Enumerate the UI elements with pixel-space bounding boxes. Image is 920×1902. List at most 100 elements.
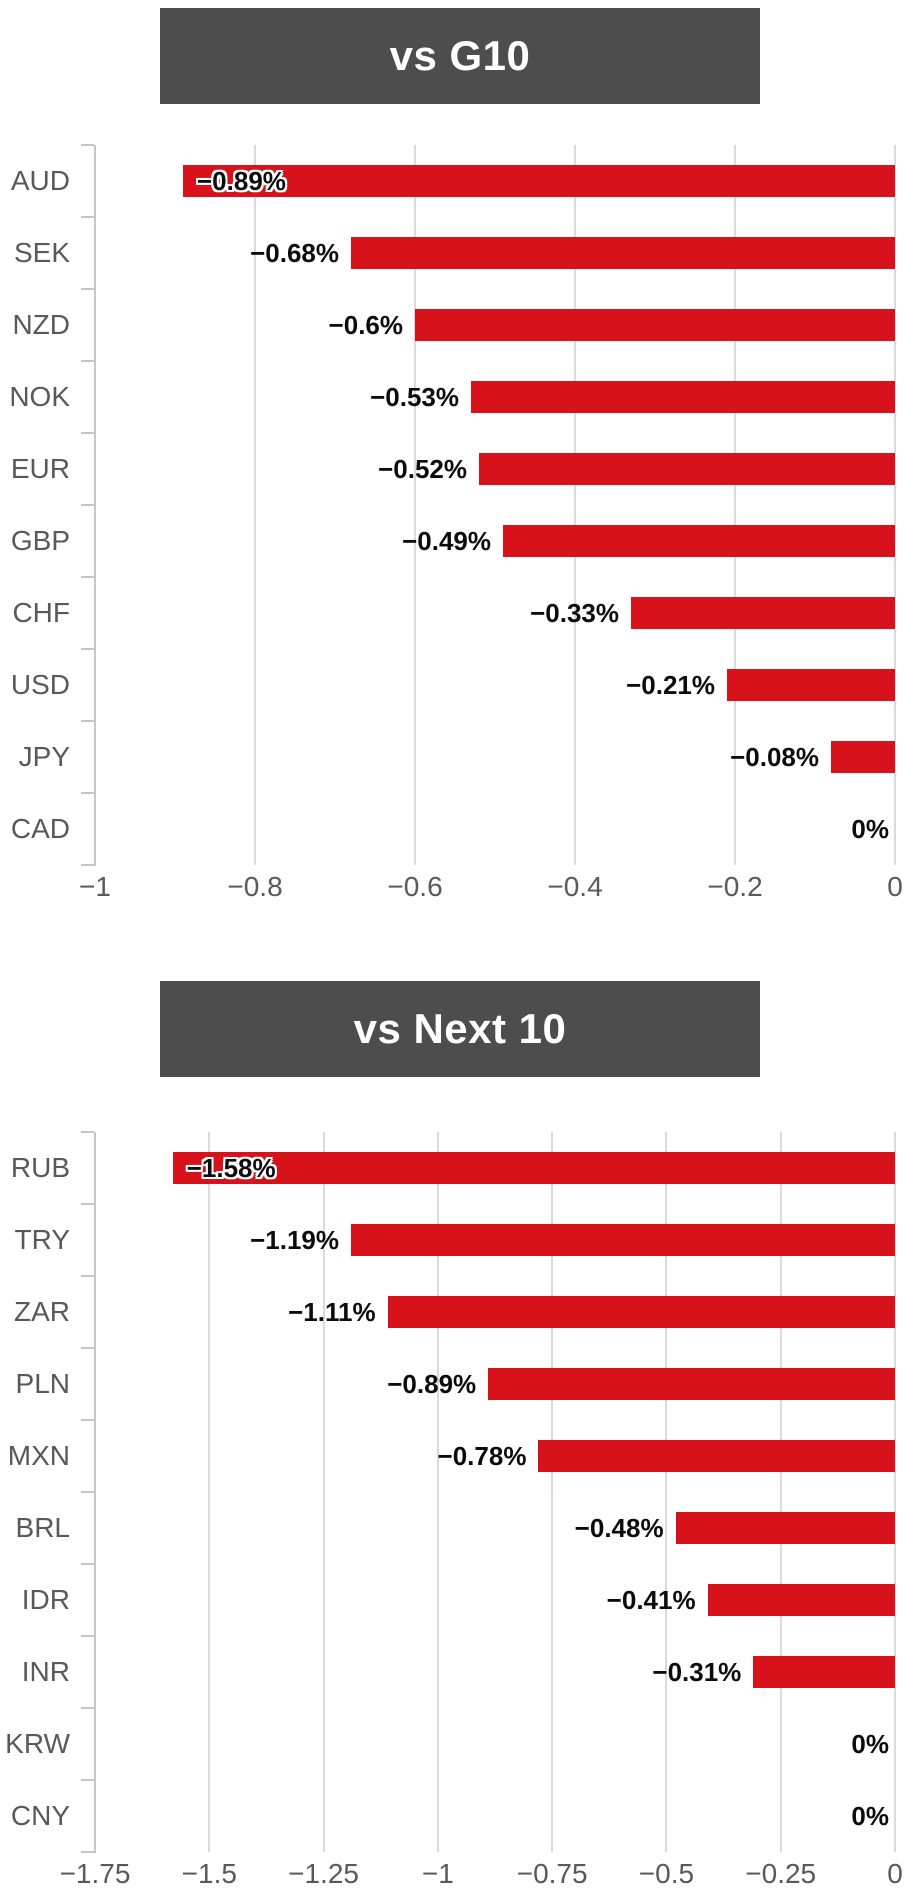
category-label-nzd: NZD <box>12 309 70 340</box>
gridline <box>436 1132 439 1852</box>
category-label-gbp: GBP <box>10 525 70 556</box>
value-label-zar: −1.11% <box>288 1297 376 1327</box>
category-label-aud: AUD <box>10 165 70 196</box>
y-axis-tick <box>81 288 94 290</box>
y-axis-tick <box>81 504 94 506</box>
bar-eur <box>479 453 895 485</box>
x-tick-label: −0.5 <box>638 1858 695 1889</box>
bar-zar <box>387 1296 895 1328</box>
gridline <box>574 145 576 865</box>
category-label-inr: INR <box>21 1656 70 1687</box>
value-label-try: −1.19% <box>250 1225 339 1255</box>
bar-nok <box>471 381 895 413</box>
category-label-zar: ZAR <box>14 1296 70 1327</box>
chart2-title: vs Next 10 <box>353 1005 567 1052</box>
value-label-idr: −0.41% <box>606 1585 696 1615</box>
x-tick-label: −0.25 <box>745 1858 817 1889</box>
bar-usd <box>727 669 895 701</box>
bar-pln <box>488 1368 895 1400</box>
gridline <box>894 145 896 865</box>
value-label-cad: 0% <box>851 814 889 844</box>
value-label-brl: −0.48% <box>574 1513 664 1543</box>
chart1-plot: AUD SEK NZD NOK EUR GBP CHF USD JPY CAD −0.89% −0.6… <box>0 144 920 905</box>
gridline <box>734 145 736 865</box>
bar-rub <box>172 1152 895 1184</box>
y-axis-tick <box>81 1779 94 1781</box>
gridline <box>779 1132 782 1852</box>
y-axis-tick <box>81 576 94 578</box>
value-label-chf: −0.33% <box>530 598 619 628</box>
x-tick-label: −0.75 <box>516 1858 588 1889</box>
category-label-cny: CNY <box>10 1800 70 1831</box>
bar-gbp <box>503 525 895 557</box>
y-axis-line <box>94 145 96 866</box>
y-axis-tick <box>81 1131 94 1133</box>
x-tick-label: −1.25 <box>288 1858 359 1889</box>
y-axis-tick <box>81 1491 94 1493</box>
y-axis-tick <box>81 792 94 794</box>
value-label-inr: −0.31% <box>652 1657 742 1687</box>
value-label-pln: −0.89% <box>387 1369 477 1399</box>
gridline <box>254 145 256 865</box>
category-label-jpy: JPY <box>18 741 70 772</box>
value-label-gbp: −0.49% <box>402 526 491 556</box>
gridline <box>551 1132 554 1852</box>
chart-vs-next10: vs Next 10 RUB TRY ZAR PLN MXN BRL IDR INR KRW CN… <box>0 981 920 1892</box>
category-label-krw: KRW <box>5 1728 70 1759</box>
value-label-krw: 0% <box>851 1729 889 1759</box>
category-label-idr: IDR <box>21 1584 70 1615</box>
x-tick-label: −1.75 <box>59 1858 131 1889</box>
y-axis-tick <box>81 432 94 434</box>
value-label-eur: −0.52% <box>378 454 467 484</box>
gridline <box>414 145 416 865</box>
category-label-try: TRY <box>14 1224 71 1255</box>
bar-try <box>351 1224 895 1256</box>
x-tick-label: 0 <box>887 871 903 902</box>
y-axis-tick <box>81 1851 94 1853</box>
category-label-cad: CAD <box>10 813 70 844</box>
chart2-plot: RUB TRY ZAR PLN MXN BRL IDR INR KRW CNY −1.58% −1.1… <box>0 1131 920 1892</box>
y-axis-tick <box>81 1707 94 1709</box>
x-tick-label: −1 <box>421 1858 454 1889</box>
x-tick-label: −0.8 <box>227 871 283 902</box>
chart1-title: vs G10 <box>389 32 531 79</box>
bar-inr <box>753 1656 895 1688</box>
plot-grid-area: −0.89% −0.68% −0.6% −0.53% −0.52% −0.49% −0.33… <box>81 144 896 866</box>
x-tick-label: 0 <box>887 1858 903 1889</box>
category-label-nok: NOK <box>9 381 70 412</box>
chart2-title-band: vs Next 10 <box>160 981 760 1077</box>
gridline <box>208 1132 211 1852</box>
value-label-rub: −1.58% <box>186 1153 276 1183</box>
y-axis-tick <box>81 216 94 218</box>
x-tick-label: −0.4 <box>547 871 603 902</box>
category-label-brl: BRL <box>15 1512 70 1543</box>
bar-jpy <box>831 741 895 773</box>
y-axis-tick <box>81 1419 94 1421</box>
category-label-chf: CHF <box>12 597 70 628</box>
bar-sek <box>351 237 895 269</box>
value-label-cny: 0% <box>851 1801 889 1831</box>
y-axis-tick <box>81 648 94 650</box>
y-axis-line <box>94 1132 96 1853</box>
y-axis-tick <box>81 864 94 866</box>
y-axis-tick <box>81 144 94 146</box>
category-label-mxn: MXN <box>7 1440 70 1471</box>
y-axis-tick <box>81 720 94 722</box>
bar-chf <box>631 597 895 629</box>
x-tick-label: −0.2 <box>707 871 763 902</box>
chart1-title-band: vs G10 <box>160 8 760 104</box>
category-label-pln: PLN <box>15 1368 70 1399</box>
y-axis-tick <box>81 1563 94 1565</box>
bar-idr <box>707 1584 895 1616</box>
gridline <box>665 1132 668 1852</box>
bar-mxn <box>538 1440 895 1472</box>
value-label-nzd: −0.6% <box>328 310 403 340</box>
bar-nzd <box>415 309 895 341</box>
gridline <box>322 1132 325 1852</box>
gridline <box>894 1132 896 1852</box>
category-label-usd: USD <box>10 669 70 700</box>
bar-aud <box>183 165 895 197</box>
category-label-rub: RUB <box>10 1152 70 1183</box>
value-label-sek: −0.68% <box>250 238 339 268</box>
y-axis-tick <box>81 1275 94 1277</box>
